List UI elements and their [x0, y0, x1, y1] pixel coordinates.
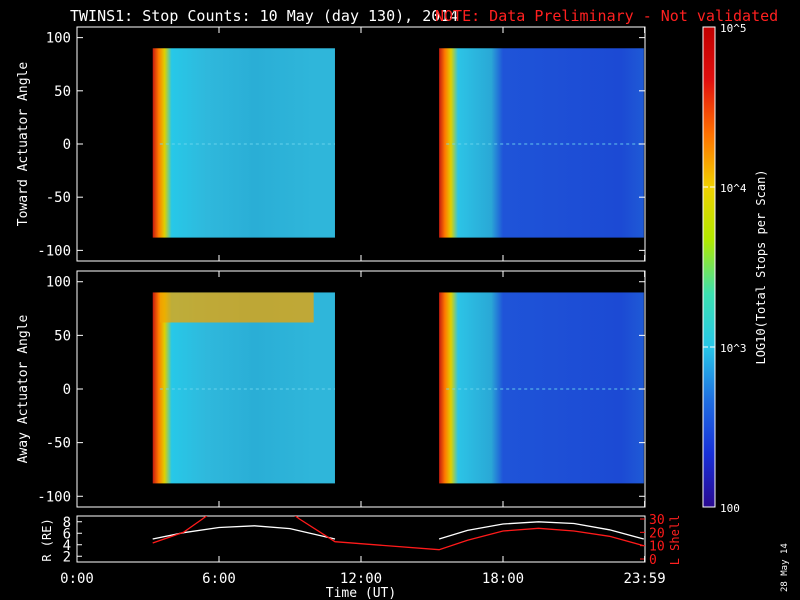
- x-tick-label: 0:00: [60, 571, 94, 587]
- y-tick-label: 50: [54, 84, 71, 100]
- y-tick-label: 4: [63, 538, 71, 554]
- axis-layer: 100500-50-100100500-50-100864230201000:0…: [37, 27, 666, 587]
- high-angle-band: [159, 292, 314, 323]
- y-tick-label: 50: [54, 328, 71, 344]
- y-tick-label: 100: [46, 275, 71, 291]
- ylabel-lshell: L Shell: [668, 515, 682, 566]
- x-tick-label: 23:59: [624, 571, 666, 587]
- radius-line: [438, 521, 644, 540]
- y-tick-label: -50: [46, 190, 71, 206]
- date-stamp: 28 May 14: [780, 543, 790, 592]
- xlabel-time: Time (UT): [326, 586, 396, 600]
- y-tick-label: 2: [63, 549, 71, 565]
- y-tick-label: 100: [46, 31, 71, 47]
- colorbar-tick-label: 10^4: [720, 182, 747, 195]
- y-tick-right-label: 0: [649, 553, 657, 568]
- y-tick-label: 0: [63, 137, 71, 153]
- heatmap-segment: [439, 292, 644, 484]
- y-tick-right-label: 30: [649, 513, 665, 528]
- lshell-line: [152, 516, 644, 551]
- colorbar: [702, 26, 716, 508]
- y-tick-label: -50: [46, 436, 71, 452]
- heatmap-segment: [152, 292, 335, 484]
- y-tick-right-label: 10: [649, 540, 665, 555]
- line-layer: [152, 516, 644, 551]
- colorbar-tick-label: 100: [720, 502, 740, 515]
- y-tick-label: 6: [63, 526, 71, 542]
- x-tick-label: 6:00: [202, 571, 236, 587]
- y-tick-right-label: 20: [649, 526, 665, 541]
- heatmap-segment: [152, 48, 335, 238]
- y-tick-label: 8: [63, 515, 71, 531]
- colorbar-label: LOG10(Total Stops per Scan): [754, 169, 768, 364]
- y-tick-label: 0: [63, 382, 71, 398]
- colorbar-ticks: 10^5 10^4 10^3 100: [703, 22, 747, 515]
- preliminary-note: NOTE: Data Preliminary - Not validated: [435, 7, 778, 25]
- y-tick-label: -100: [37, 243, 71, 259]
- heatmap-segment: [439, 48, 644, 238]
- colorbar-tick-label: 10^3: [720, 342, 747, 355]
- y-tick-label: -100: [37, 489, 71, 505]
- colorbar-tick-label: 10^5: [720, 22, 747, 35]
- heatmap-layer: [152, 48, 644, 484]
- ylabel-toward: Toward Actuator Angle: [16, 62, 31, 227]
- x-tick-label: 18:00: [482, 571, 524, 587]
- ylabel-away: Away Actuator Angle: [16, 314, 31, 463]
- ylabel-radius: R (RE): [40, 518, 54, 561]
- x-tick-label: 12:00: [340, 571, 382, 587]
- radius-line: [152, 525, 336, 540]
- figure-title: TWINS1: Stop Counts: 10 May (day 130), 2…: [70, 7, 458, 25]
